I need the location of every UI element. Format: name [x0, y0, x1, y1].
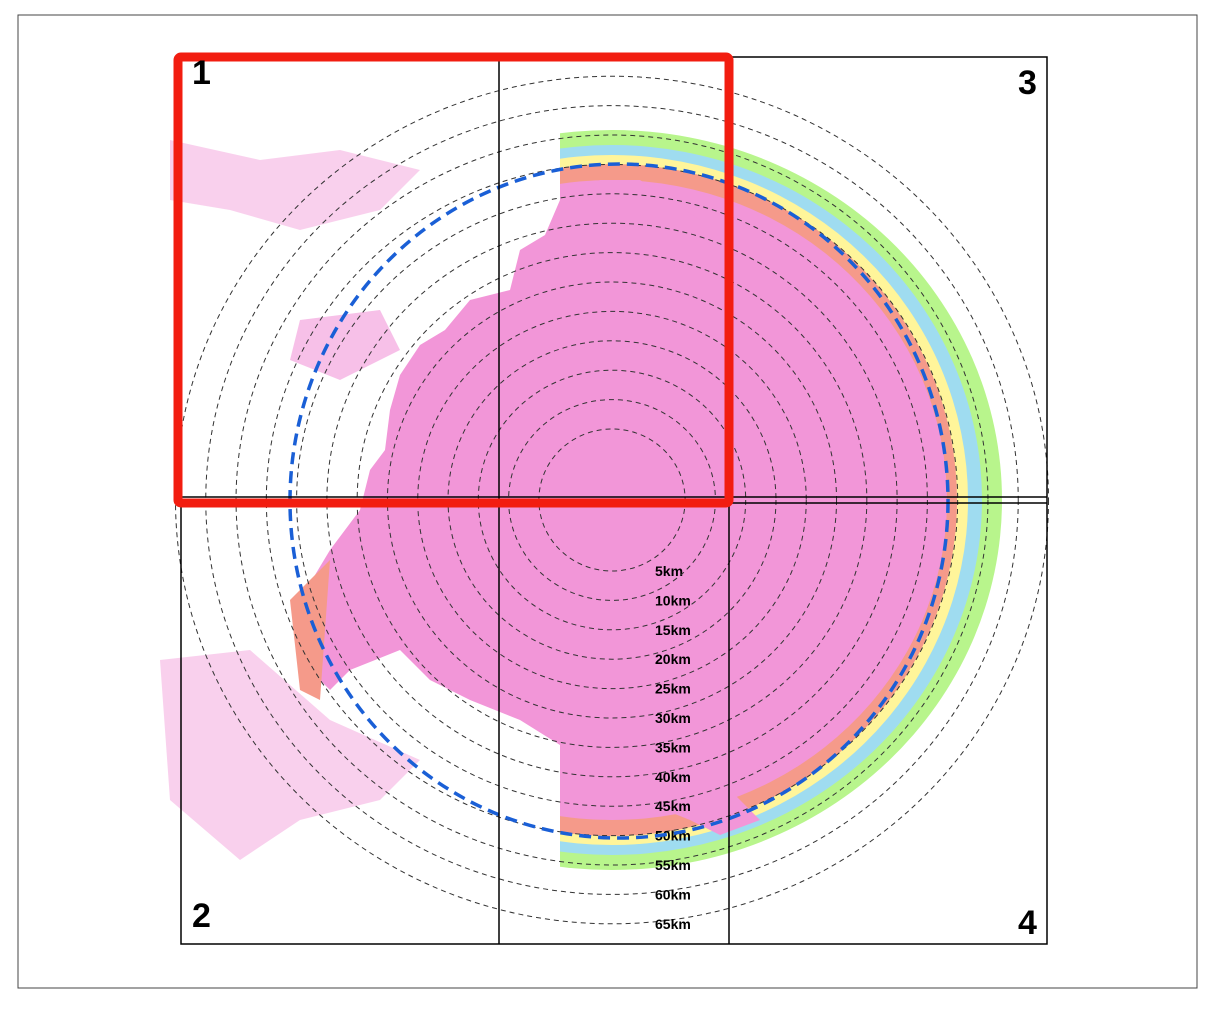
range-ring	[477, 369, 747, 631]
range-label: 5km	[655, 563, 683, 579]
range-label: 45km	[655, 798, 691, 814]
range-label: 30km	[655, 710, 691, 726]
tile-label: 4	[1018, 904, 1037, 942]
tile-label: 2	[192, 897, 211, 935]
selected-tile	[173, 52, 734, 508]
range-ring	[205, 105, 1019, 895]
range-ring	[417, 310, 807, 690]
range-label: 35km	[655, 739, 691, 755]
range-label: 10km	[655, 592, 691, 608]
range-label: 25km	[655, 681, 691, 697]
range-label: 20km	[655, 651, 691, 667]
range-label: 15km	[655, 622, 691, 638]
tile-label: 3	[1018, 64, 1037, 102]
range-ring	[356, 252, 868, 748]
range-label: 65km	[655, 916, 691, 932]
range-label: 55km	[655, 857, 691, 873]
range-label: 40km	[655, 769, 691, 785]
range-label: 60km	[655, 886, 691, 902]
tile-label: 1	[192, 54, 211, 92]
